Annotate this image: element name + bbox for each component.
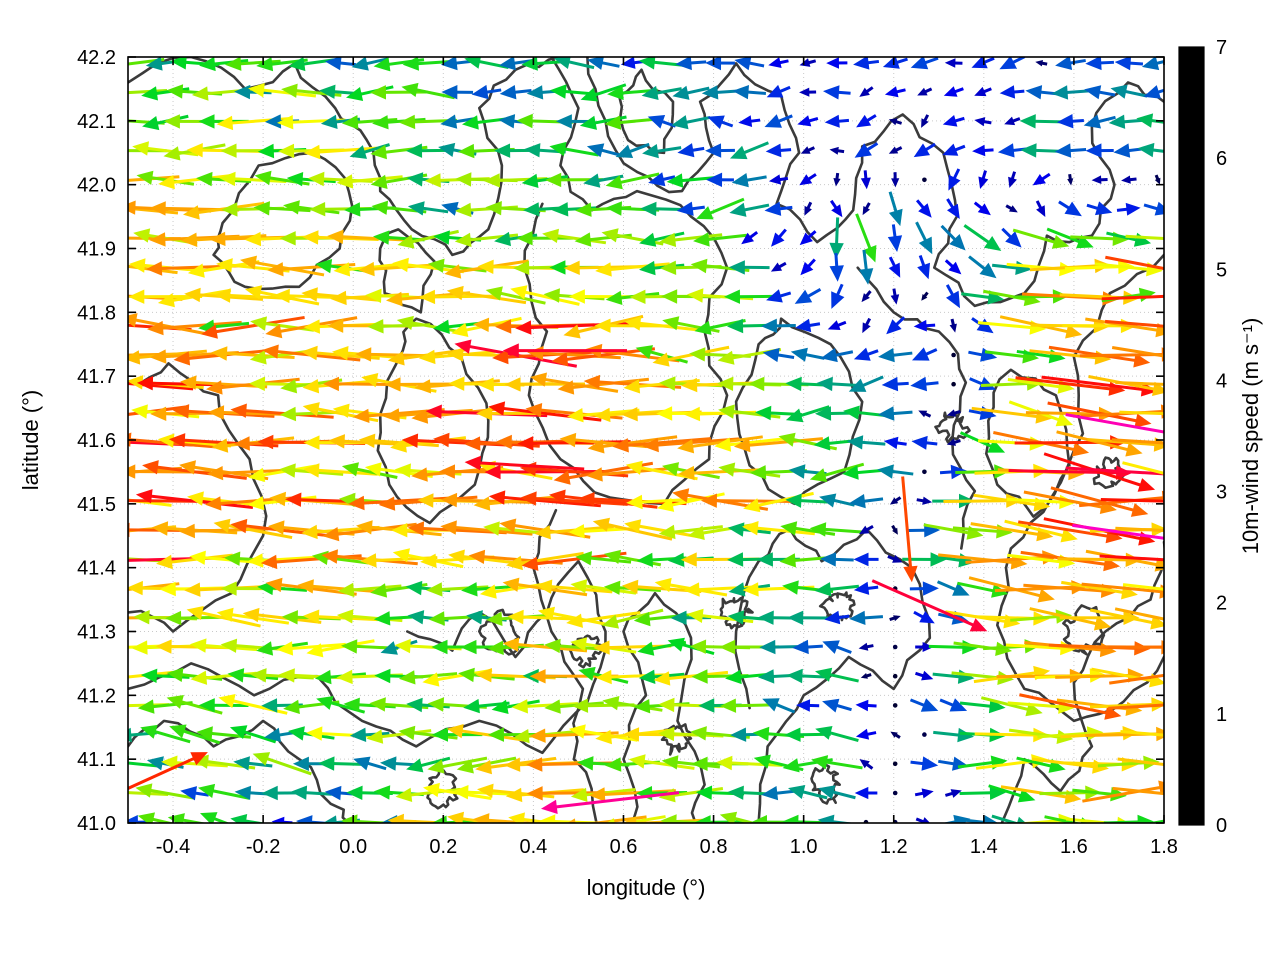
y-tick-label: 41.1 [77,749,116,771]
colorbar-tick-label: 7 [1216,37,1227,59]
x-tick-label: 0.2 [429,836,457,858]
x-tick-label: 0.8 [700,836,728,858]
y-axis-label: latitude (°) [18,390,43,491]
colorbar-tick-label: 6 [1216,148,1227,170]
y-tick-label: 41.7 [77,366,116,388]
x-tick-label: 1.2 [880,836,908,858]
x-tick-labels: -0.4 -0.2 0.0 0.2 0.4 0.6 0.8 1.0 1.2 1.4 1.6 1.8 [156,836,1178,858]
x-tick-label: 0.6 [610,836,638,858]
y-tick-label: 41.0 [77,813,116,835]
x-tick-label: 1.4 [970,836,998,858]
y-tick-label: 41.4 [77,558,116,580]
x-axis-label: longitude (°) [587,875,706,900]
x-tick-label: 1.0 [790,836,818,858]
plot-frame [127,56,1165,824]
colorbar-tick-label: 2 [1216,593,1227,615]
x-tick-label: 0.4 [519,836,547,858]
colorbar-tick-label: 3 [1216,482,1227,504]
x-tick-label: 1.6 [1060,836,1088,858]
colorbar-tick-label: 5 [1216,259,1227,281]
y-tick-label: 41.5 [77,494,116,516]
y-tick-label: 41.8 [77,302,116,324]
y-tick-label: 41.9 [77,239,116,261]
y-tick-label: 42.2 [77,47,116,69]
x-tick-label: 0.0 [339,836,367,858]
y-tick-label: 42.0 [77,175,116,197]
colorbar-tick-label: 4 [1216,370,1227,392]
wind-vector-field [128,57,1164,823]
y-tick-label: 41.2 [77,685,116,707]
y-tick-labels: 41.0 41.1 41.2 41.3 41.4 41.5 41.6 41.7 41.8 41.9… [77,47,116,835]
colorbar-tick-label: 1 [1216,704,1227,726]
y-tick-label: 42.1 [77,111,116,133]
y-tick-label: 41.6 [77,430,116,452]
colorbar: 0 1 2 3 4 5 6 7 [1178,37,1227,837]
x-tick-label: -0.2 [246,836,280,858]
colorbar-tick-label: 0 [1216,815,1227,837]
terrain-contours [128,57,1164,823]
x-tick-label: 1.8 [1150,836,1178,858]
y-tick-label: 41.3 [77,622,116,644]
x-tick-label: -0.4 [156,836,190,858]
colorbar-label: 10m-wind speed (m s⁻¹) [1238,318,1263,555]
